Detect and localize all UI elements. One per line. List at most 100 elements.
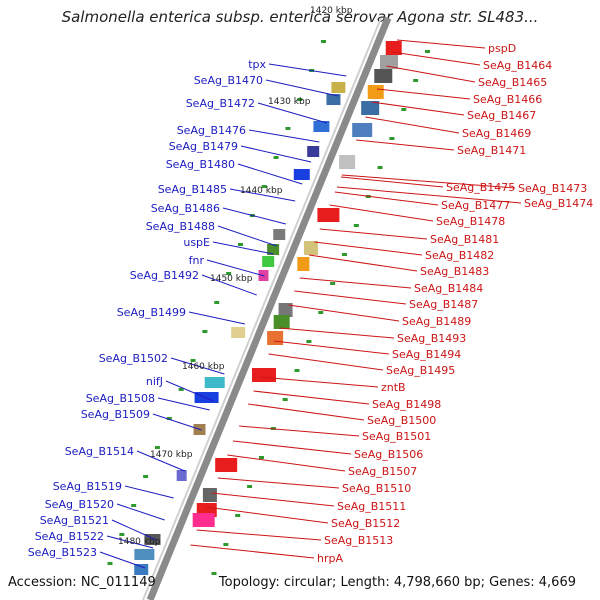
gene-label[interactable]: tpx: [248, 58, 266, 71]
gene-label[interactable]: SeAg_B1513: [324, 534, 393, 547]
gene-block: [293, 169, 310, 180]
green-tick: [119, 533, 125, 536]
gene-label[interactable]: SeAg_B1501: [362, 430, 431, 443]
connector-line: [188, 311, 245, 325]
gene-label[interactable]: SeAg_B1465: [478, 76, 547, 89]
gene-label[interactable]: SeAg_B1464: [483, 59, 552, 72]
gene-label[interactable]: SeAg_B1481: [430, 233, 499, 246]
gene-label[interactable]: SeAg_B1512: [331, 517, 400, 530]
gene-block: [297, 257, 310, 271]
gene-label[interactable]: SeAg_B1471: [457, 144, 526, 157]
gene-block: [134, 564, 149, 575]
gene-label[interactable]: SeAg_B1522: [35, 530, 104, 543]
gene-label[interactable]: SeAg_B1508: [86, 392, 155, 405]
gene-label[interactable]: SeAg_B1506: [354, 448, 423, 461]
green-tick: [321, 40, 327, 43]
genome-backbone-shadow: [142, 17, 382, 600]
gene-label[interactable]: SeAg_B1493: [397, 332, 466, 345]
gene-label[interactable]: SeAg_B1478: [436, 215, 505, 228]
gene-label[interactable]: SeAg_B1520: [45, 498, 114, 511]
gene-label[interactable]: zntB: [381, 381, 406, 394]
connector-line: [99, 551, 146, 569]
gene-label[interactable]: SeAg_B1494: [392, 348, 461, 361]
gene-label[interactable]: SeAg_B1485: [158, 183, 227, 196]
green-tick: [273, 156, 279, 159]
green-tick: [211, 572, 217, 575]
gene-label[interactable]: SeAg_B1488: [146, 220, 215, 233]
connector-line: [386, 65, 476, 83]
gene-label[interactable]: SeAg_B1474: [524, 197, 593, 210]
gene-block: [273, 315, 290, 329]
gene-label[interactable]: SeAg_B1507: [348, 465, 417, 478]
connector-line: [165, 380, 214, 402]
gene-label[interactable]: pspD: [488, 42, 516, 55]
gene-label[interactable]: SeAg_B1467: [467, 109, 536, 122]
gene-label[interactable]: SeAg_B1476: [177, 124, 246, 137]
connector-line: [196, 529, 322, 541]
gene-label[interactable]: SeAg_B1477: [441, 199, 510, 212]
gene-label[interactable]: SeAg_B1466: [473, 93, 542, 106]
gene-label[interactable]: SeAg_B1484: [414, 282, 483, 295]
gene-label[interactable]: SeAg_B1489: [402, 315, 471, 328]
green-tick: [131, 504, 137, 507]
map-title: Salmonella enterica subsp. enterica sero…: [61, 8, 539, 26]
gene-label[interactable]: SeAg_B1473: [518, 182, 587, 195]
connector-line: [257, 102, 328, 124]
gene-label[interactable]: SeAg_B1479: [169, 140, 238, 153]
label-connectors: [99, 39, 522, 569]
connector-line: [222, 207, 286, 225]
green-tick: [235, 514, 241, 517]
gene-label[interactable]: SeAg_B1469: [462, 127, 531, 140]
connector-line: [268, 63, 347, 77]
gene-block: [331, 82, 346, 93]
green-tick: [226, 272, 232, 275]
genome-backbone: [146, 16, 392, 600]
gene-label[interactable]: SeAg_B1470: [194, 74, 263, 87]
gene-label[interactable]: SeAg_B1519: [53, 480, 122, 493]
gene-label[interactable]: SeAg_B1475: [446, 181, 515, 194]
gene-block: [367, 85, 384, 99]
gene-label[interactable]: SeAg_B1499: [117, 306, 186, 319]
gene-label[interactable]: SeAg_B1487: [409, 298, 478, 311]
gene-block: [303, 241, 318, 255]
gene-label[interactable]: SeAg_B1514: [65, 445, 134, 458]
gene-label[interactable]: SeAg_B1498: [372, 398, 441, 411]
connector-line: [299, 277, 412, 289]
gene-label[interactable]: SeAg_B1482: [425, 249, 494, 262]
green-tick: [401, 108, 407, 111]
green-tick: [330, 282, 336, 285]
gene-label[interactable]: nifJ: [146, 375, 163, 388]
gene-label[interactable]: SeAg_B1495: [386, 364, 455, 377]
gene-label[interactable]: SeAg_B1480: [166, 158, 235, 171]
connector-line: [190, 544, 315, 559]
connector-line: [248, 129, 320, 143]
gene-block: [326, 94, 341, 105]
gene-label[interactable]: SeAg_B1509: [81, 408, 150, 421]
kbp-label: 1430 kbp: [268, 97, 311, 107]
gene-label[interactable]: SeAg_B1472: [186, 97, 255, 110]
gene-label[interactable]: SeAg_B1511: [337, 500, 406, 513]
connector-line: [116, 503, 165, 521]
connector-line: [365, 116, 460, 134]
gene-label[interactable]: SeAg_B1483: [420, 265, 489, 278]
green-tick: [297, 98, 303, 101]
green-tick: [214, 301, 220, 304]
green-tick: [282, 398, 288, 401]
gene-block: [352, 123, 373, 137]
connector-line: [124, 485, 174, 499]
gene-label[interactable]: SeAg_B1523: [28, 546, 97, 559]
gene-label[interactable]: SeAg_B1500: [367, 414, 436, 427]
connector-line: [392, 51, 481, 66]
gene-label[interactable]: SeAg_B1502: [99, 352, 168, 365]
connector-line: [217, 477, 340, 489]
gene-label[interactable]: hrpA: [317, 552, 343, 565]
gene-label[interactable]: SeAg_B1492: [130, 269, 199, 282]
gene-label[interactable]: SeAg_B1510: [342, 482, 411, 495]
gene-label[interactable]: fnr: [189, 254, 205, 267]
gene-label[interactable]: SeAg_B1521: [40, 514, 109, 527]
gene-block: [204, 377, 225, 388]
connector-line: [329, 204, 434, 222]
green-tick: [306, 340, 312, 343]
gene-label[interactable]: uspE: [183, 236, 210, 249]
gene-label[interactable]: SeAg_B1486: [151, 202, 220, 215]
